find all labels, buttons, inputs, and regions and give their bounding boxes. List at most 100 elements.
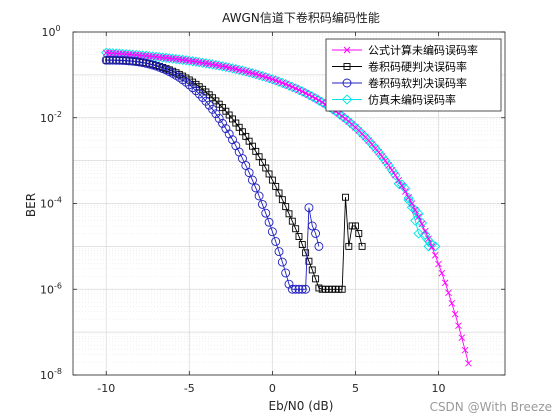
- data-point: [451, 310, 459, 318]
- data-point: [221, 124, 231, 134]
- data-point: [448, 299, 456, 307]
- x-tick-label: -10: [97, 382, 115, 395]
- data-point: [343, 46, 351, 54]
- legend-entry: 公式计算未编码误码率: [332, 43, 478, 57]
- data-point: [170, 53, 182, 65]
- data-point: [413, 228, 424, 239]
- data-point: [307, 221, 317, 231]
- data-point: [413, 208, 424, 219]
- data-point: [208, 104, 218, 114]
- data-point: [425, 235, 432, 243]
- legend-box: [325, 38, 502, 112]
- data-point: [408, 200, 416, 207]
- data-point: [304, 203, 314, 213]
- data-point: [411, 206, 419, 214]
- x-tick-label: 10: [432, 382, 446, 395]
- data-point: [423, 241, 434, 252]
- data-point: [375, 148, 383, 156]
- data-point: [191, 86, 201, 96]
- data-point: [315, 97, 323, 104]
- data-point: [291, 284, 301, 294]
- data-point: [241, 160, 251, 170]
- data-point: [282, 80, 289, 88]
- data-point: [305, 91, 313, 99]
- data-point: [318, 99, 326, 106]
- data-point: [194, 57, 205, 68]
- watermark: CSDN @With Breeze: [429, 400, 552, 414]
- data-point: [174, 54, 185, 65]
- tick-labels: -10 -5 0 5 10 100 10-2 10-4 10-6 10-8: [40, 24, 446, 395]
- data-point: [441, 279, 449, 287]
- data-point: [311, 229, 321, 238]
- data-point: [302, 249, 310, 257]
- data-point: [355, 230, 363, 237]
- data-point: [144, 59, 154, 69]
- data-point: [401, 188, 409, 195]
- y-tick-label: 10-6: [40, 281, 62, 296]
- data-point: [395, 177, 402, 184]
- data-point: [380, 155, 391, 166]
- data-point: [352, 222, 359, 230]
- data-point: [431, 251, 439, 259]
- data-point: [257, 199, 267, 209]
- data-point: [403, 194, 414, 206]
- data-point: [264, 217, 274, 227]
- data-point: [282, 203, 290, 211]
- data-point: [261, 208, 271, 218]
- data-point: [305, 257, 313, 265]
- data-point: [292, 225, 300, 233]
- data-point: [398, 182, 406, 190]
- data-point: [188, 83, 198, 93]
- data-point: [277, 257, 287, 267]
- data-point: [271, 237, 281, 246]
- data-point: [390, 170, 401, 181]
- data-point: [289, 83, 296, 91]
- data-point: [164, 53, 175, 64]
- data-point: [184, 55, 195, 66]
- data-point: [135, 57, 144, 67]
- data-point: [251, 183, 261, 193]
- legend-entry: 仿真未编码误码率: [332, 93, 456, 107]
- data-point: [301, 284, 311, 294]
- data-point: [312, 95, 319, 102]
- data-point: [461, 346, 469, 354]
- data-point: [148, 60, 158, 70]
- data-point: [211, 109, 221, 119]
- data-point: [160, 52, 172, 64]
- data-point: [308, 93, 316, 100]
- data-point: [214, 113, 224, 123]
- data-point: [343, 63, 351, 70]
- data-point: [108, 55, 118, 65]
- data-point: [254, 191, 264, 201]
- data-point: [181, 77, 191, 87]
- data-point: [298, 241, 306, 249]
- data-point: [281, 268, 291, 278]
- data-point: [372, 144, 379, 152]
- data-point: [292, 85, 299, 92]
- legend-label: 卷积码硬判决误码率: [368, 60, 467, 74]
- data-point: [294, 284, 304, 294]
- data-point: [393, 178, 404, 189]
- series-layer: [101, 47, 472, 367]
- data-point: [121, 56, 131, 66]
- legend-label: 公式计算未编码误码率: [368, 43, 478, 57]
- data-point: [101, 55, 111, 65]
- data-point: [218, 118, 227, 128]
- data-point: [295, 233, 303, 240]
- data-point: [382, 157, 389, 165]
- data-point: [288, 217, 296, 225]
- data-point: [403, 192, 414, 204]
- data-point: [298, 88, 306, 95]
- data-point: [115, 55, 124, 65]
- data-point: [287, 284, 297, 294]
- chart-title: AWGN信道下卷积码编码性能: [222, 10, 380, 25]
- data-point: [376, 151, 388, 162]
- data-point: [178, 75, 188, 85]
- data-point: [302, 89, 309, 97]
- data-point: [465, 359, 472, 367]
- legend-label: 卷积码软判决误码率: [368, 76, 467, 90]
- data-point: [278, 196, 286, 204]
- data-point: [284, 279, 294, 289]
- data-point: [274, 247, 284, 257]
